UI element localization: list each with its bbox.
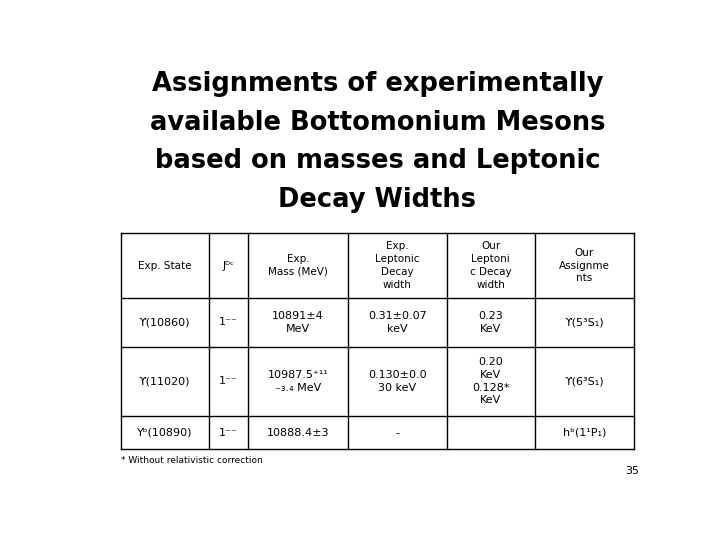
Text: 1⁻⁻: 1⁻⁻ (219, 317, 238, 327)
Text: based on masses and Leptonic: based on masses and Leptonic (155, 148, 600, 174)
Text: Exp.
Leptonic
Decay
width: Exp. Leptonic Decay width (375, 241, 420, 290)
Text: Exp. State: Exp. State (138, 261, 192, 271)
Text: 10987.5⁺¹¹
₋₃.₄ MeV: 10987.5⁺¹¹ ₋₃.₄ MeV (268, 370, 328, 393)
Text: ϒ(5³S₁): ϒ(5³S₁) (564, 317, 604, 327)
Text: ϒ(6³S₁): ϒ(6³S₁) (564, 376, 604, 386)
Text: hᵇ(1¹P₁): hᵇ(1¹P₁) (563, 428, 606, 437)
Text: 10891±4
MeV: 10891±4 MeV (272, 311, 324, 334)
Text: 35: 35 (626, 467, 639, 476)
Text: Decay Widths: Decay Widths (279, 187, 477, 213)
Text: Our
Assignme
nts: Our Assignme nts (559, 248, 610, 284)
Text: 1⁻⁻: 1⁻⁻ (219, 376, 238, 386)
Text: 0.23
KeV: 0.23 KeV (479, 311, 503, 334)
Text: ϒ(10860): ϒ(10860) (139, 317, 190, 327)
Text: available Bottomonium Mesons: available Bottomonium Mesons (150, 110, 605, 136)
Text: -: - (395, 428, 399, 437)
Text: 0.20
KeV
0.128*
KeV: 0.20 KeV 0.128* KeV (472, 357, 510, 406)
Text: Exp.
Mass (MeV): Exp. Mass (MeV) (268, 254, 328, 277)
Text: Jᴰᶜ: Jᴰᶜ (222, 261, 235, 271)
Text: Assignments of experimentally: Assignments of experimentally (152, 71, 603, 97)
Text: 0.130±0.0
30 keV: 0.130±0.0 30 keV (368, 370, 426, 393)
Text: Our
Leptoni
c Decay
width: Our Leptoni c Decay width (470, 241, 512, 290)
Text: 0.31±0.07
keV: 0.31±0.07 keV (368, 311, 426, 334)
Text: ϒ(11020): ϒ(11020) (139, 376, 190, 386)
Text: Yᵇ(10890): Yᵇ(10890) (137, 428, 192, 437)
Text: 10888.4±3: 10888.4±3 (266, 428, 329, 437)
Text: * Without relativistic correction: * Without relativistic correction (121, 456, 262, 464)
Text: 1⁻⁻: 1⁻⁻ (219, 428, 238, 437)
